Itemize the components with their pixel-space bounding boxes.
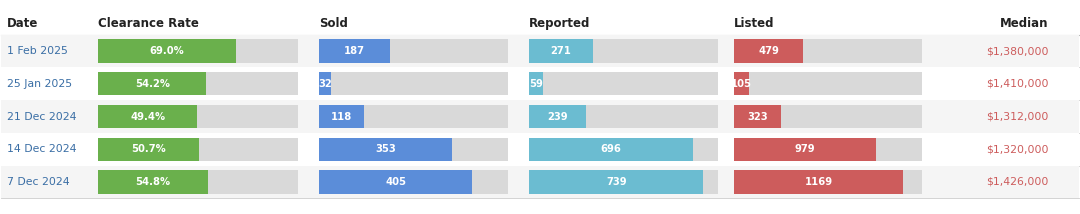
Text: 54.2%: 54.2%: [135, 79, 170, 89]
FancyBboxPatch shape: [98, 138, 298, 161]
Text: 59: 59: [529, 79, 543, 89]
FancyBboxPatch shape: [1, 133, 1079, 166]
Text: Reported: Reported: [529, 17, 591, 30]
FancyBboxPatch shape: [320, 170, 472, 194]
FancyBboxPatch shape: [1, 67, 1079, 100]
FancyBboxPatch shape: [320, 138, 453, 161]
Text: 105: 105: [731, 79, 752, 89]
FancyBboxPatch shape: [734, 72, 750, 95]
FancyBboxPatch shape: [734, 39, 804, 63]
Text: 25 Jan 2025: 25 Jan 2025: [6, 79, 72, 89]
Text: 14 Dec 2024: 14 Dec 2024: [6, 144, 77, 154]
Text: 739: 739: [606, 177, 626, 187]
Text: 54.8%: 54.8%: [135, 177, 171, 187]
FancyBboxPatch shape: [320, 72, 332, 95]
Text: 1169: 1169: [805, 177, 833, 187]
Text: 405: 405: [384, 177, 406, 187]
Text: 7 Dec 2024: 7 Dec 2024: [6, 177, 69, 187]
FancyBboxPatch shape: [320, 138, 508, 161]
Text: Listed: Listed: [734, 17, 774, 30]
FancyBboxPatch shape: [529, 138, 693, 161]
FancyBboxPatch shape: [1, 166, 1079, 198]
Text: 49.4%: 49.4%: [130, 111, 165, 122]
FancyBboxPatch shape: [529, 39, 718, 63]
FancyBboxPatch shape: [98, 72, 298, 95]
Text: 21 Dec 2024: 21 Dec 2024: [6, 111, 77, 122]
FancyBboxPatch shape: [1, 35, 1079, 67]
Text: Median: Median: [1000, 17, 1049, 30]
FancyBboxPatch shape: [529, 72, 718, 95]
FancyBboxPatch shape: [529, 105, 585, 128]
Text: 979: 979: [795, 144, 815, 154]
FancyBboxPatch shape: [734, 72, 922, 95]
FancyBboxPatch shape: [98, 105, 298, 128]
FancyBboxPatch shape: [734, 170, 903, 194]
FancyBboxPatch shape: [98, 39, 298, 63]
FancyBboxPatch shape: [98, 170, 298, 194]
FancyBboxPatch shape: [529, 170, 718, 194]
Text: 50.7%: 50.7%: [132, 144, 166, 154]
FancyBboxPatch shape: [734, 105, 922, 128]
FancyBboxPatch shape: [98, 39, 235, 63]
FancyBboxPatch shape: [98, 170, 207, 194]
FancyBboxPatch shape: [529, 105, 718, 128]
FancyBboxPatch shape: [1, 100, 1079, 133]
FancyBboxPatch shape: [98, 105, 197, 128]
FancyBboxPatch shape: [734, 138, 922, 161]
FancyBboxPatch shape: [320, 39, 508, 63]
FancyBboxPatch shape: [734, 170, 922, 194]
FancyBboxPatch shape: [320, 72, 508, 95]
Text: $1,380,000: $1,380,000: [986, 46, 1049, 56]
Text: 187: 187: [343, 46, 365, 56]
FancyBboxPatch shape: [529, 72, 543, 95]
FancyBboxPatch shape: [320, 105, 508, 128]
Text: 32: 32: [319, 79, 332, 89]
FancyBboxPatch shape: [734, 39, 922, 63]
FancyBboxPatch shape: [529, 138, 718, 161]
FancyBboxPatch shape: [529, 170, 703, 194]
Text: Sold: Sold: [320, 17, 348, 30]
Text: 479: 479: [758, 46, 779, 56]
FancyBboxPatch shape: [98, 138, 200, 161]
Text: 239: 239: [548, 111, 568, 122]
FancyBboxPatch shape: [734, 105, 781, 128]
FancyBboxPatch shape: [529, 39, 593, 63]
Text: $1,312,000: $1,312,000: [986, 111, 1049, 122]
Text: 323: 323: [747, 111, 768, 122]
Text: 118: 118: [330, 111, 352, 122]
Text: 696: 696: [600, 144, 622, 154]
Text: Clearance Rate: Clearance Rate: [98, 17, 199, 30]
FancyBboxPatch shape: [98, 72, 206, 95]
Text: 271: 271: [551, 46, 571, 56]
Text: $1,410,000: $1,410,000: [986, 79, 1049, 89]
Text: 353: 353: [376, 144, 396, 154]
Text: Date: Date: [6, 17, 38, 30]
FancyBboxPatch shape: [734, 138, 876, 161]
FancyBboxPatch shape: [320, 170, 508, 194]
FancyBboxPatch shape: [320, 105, 364, 128]
Text: 1 Feb 2025: 1 Feb 2025: [6, 46, 68, 56]
Text: $1,320,000: $1,320,000: [986, 144, 1049, 154]
Text: $1,426,000: $1,426,000: [986, 177, 1049, 187]
FancyBboxPatch shape: [320, 39, 390, 63]
Text: 69.0%: 69.0%: [150, 46, 185, 56]
